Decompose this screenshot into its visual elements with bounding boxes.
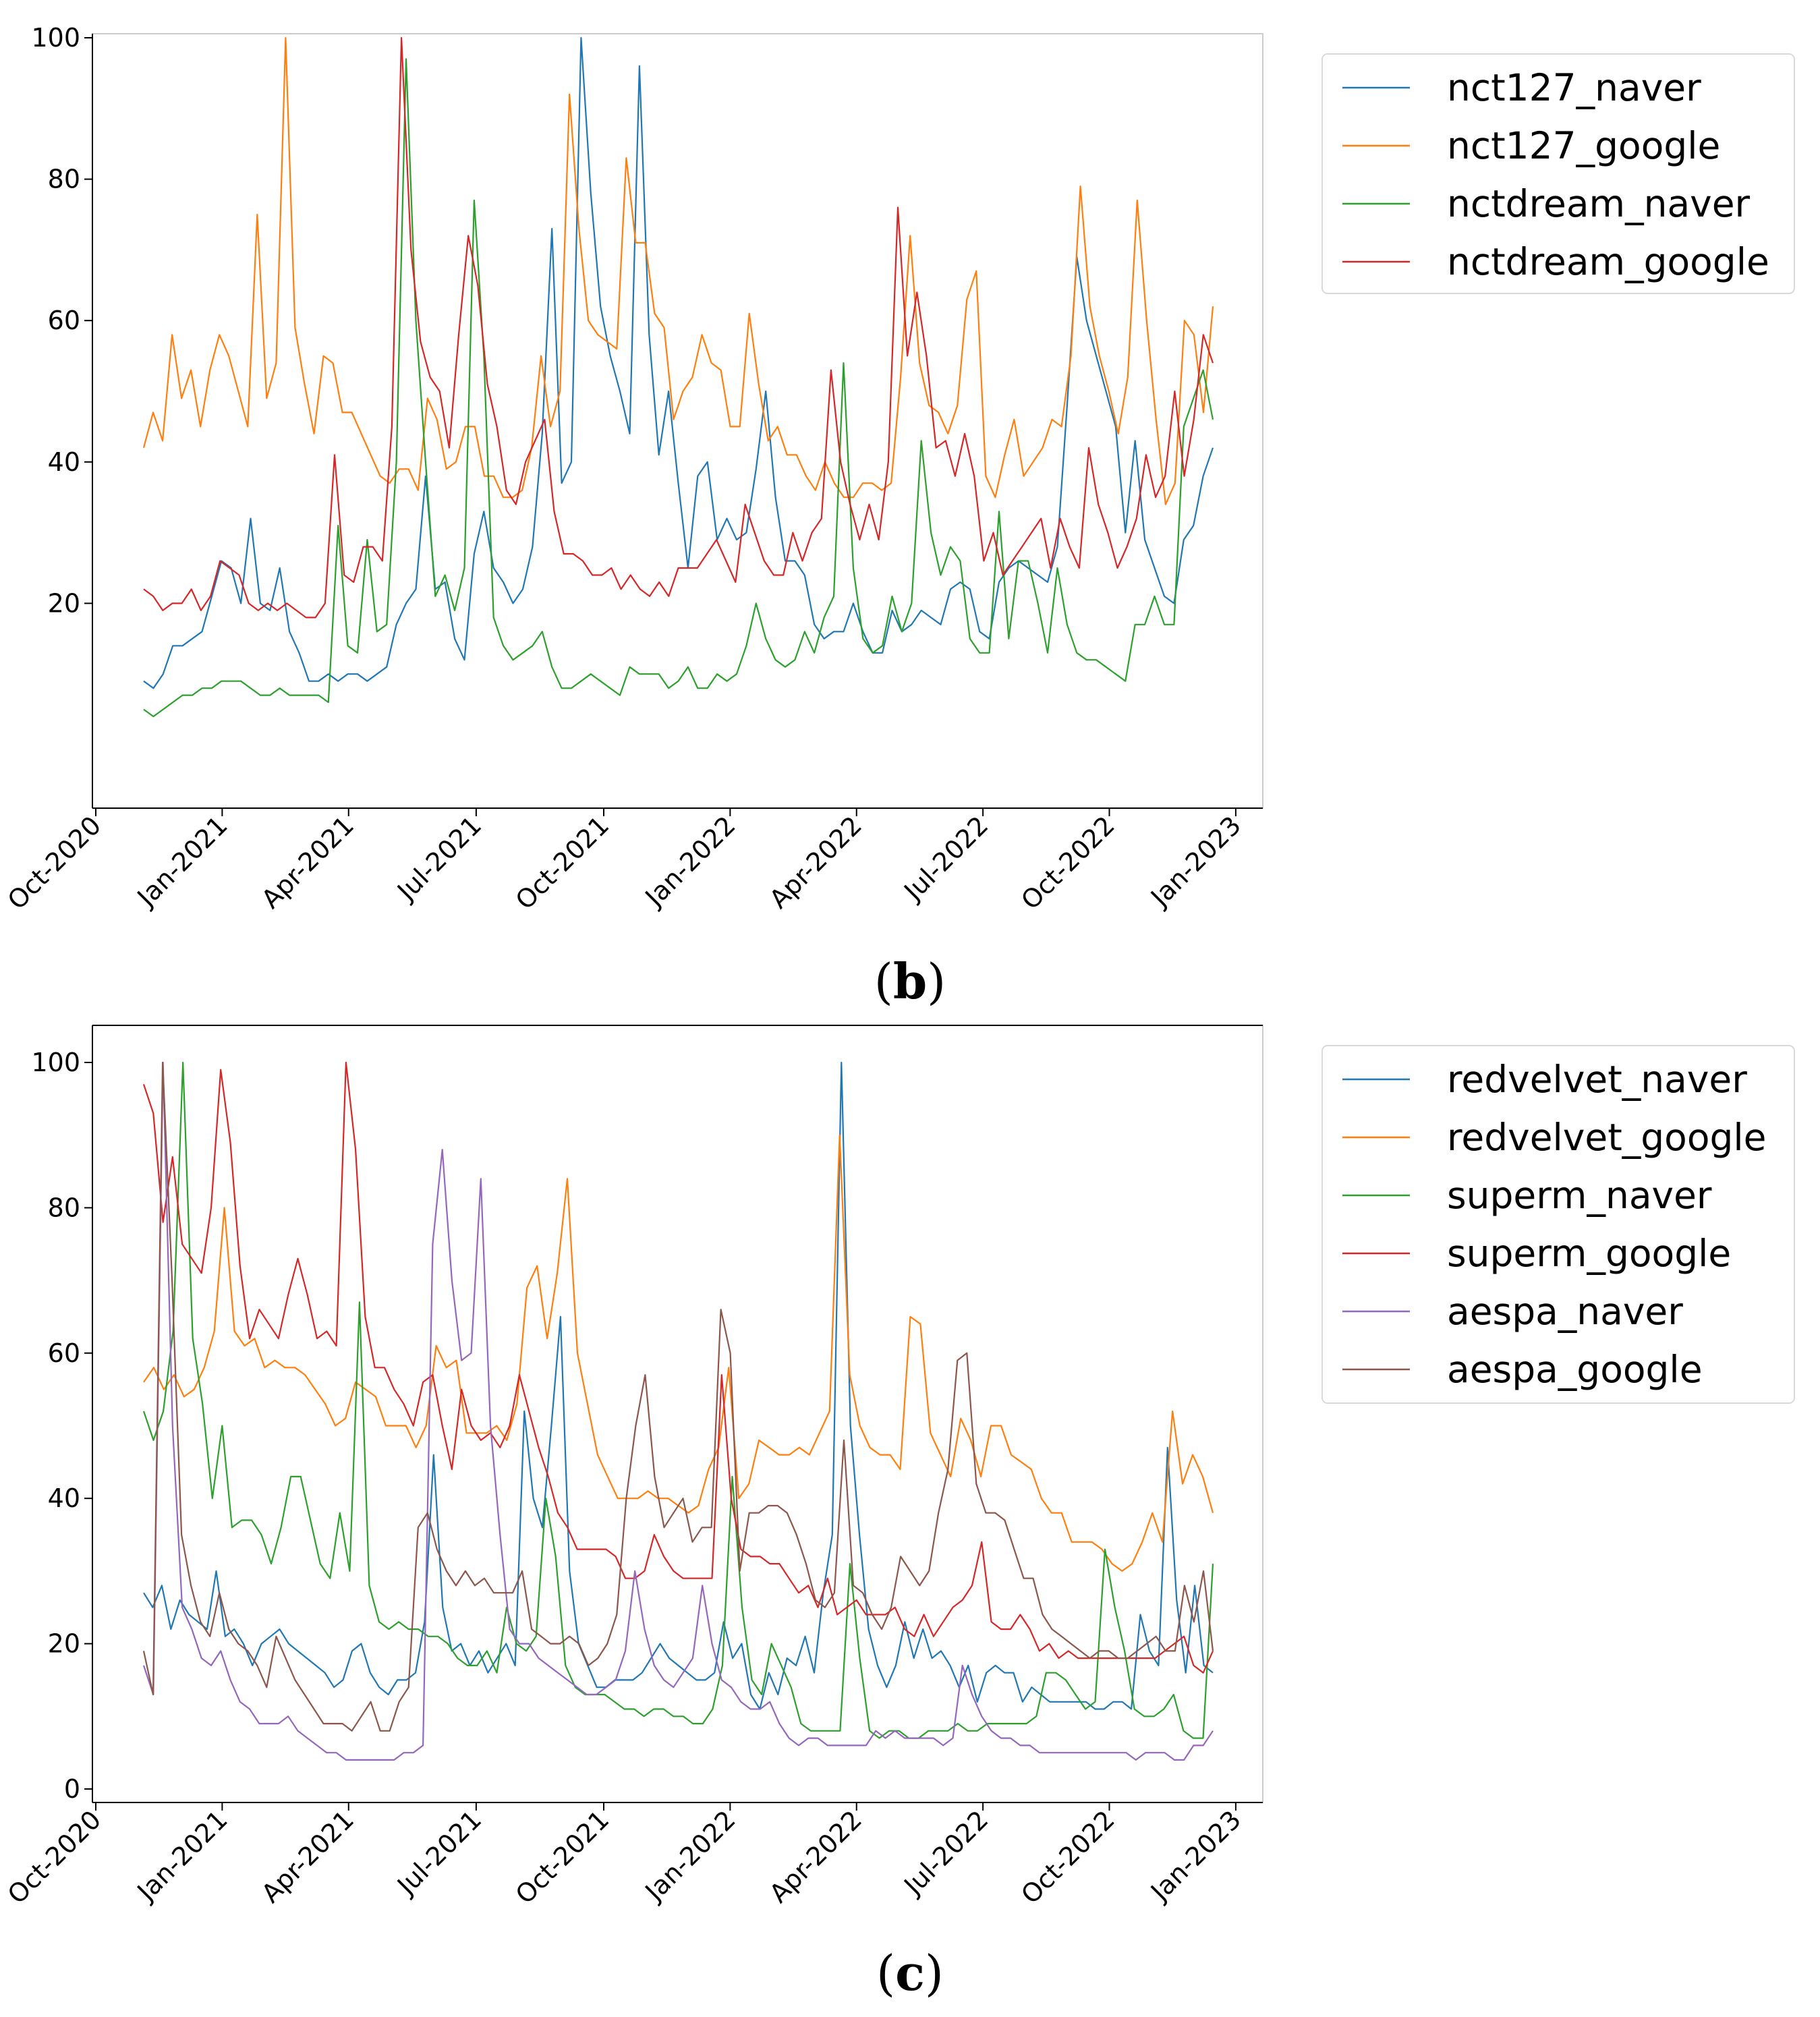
panel-c-label: (c) <box>876 1944 944 2001</box>
y-tick-label: 80 <box>48 165 80 194</box>
series-line-aespa-naver <box>142 1061 1214 1761</box>
panel-b-legend: nct127_naver nct127_google nctdream_navern… <box>1321 53 1795 294</box>
y-tick-label: 100 <box>31 23 80 53</box>
legend-label: aespa_naver <box>1447 1290 1683 1333</box>
legend-label: nctdream_google <box>1447 240 1769 283</box>
panel-b-series <box>142 36 1214 718</box>
series-line-superm-naver <box>142 1061 1214 1739</box>
y-tick-label: 60 <box>48 1338 80 1368</box>
panel-b-y-ticks: 20 40 60 80 100 <box>31 23 92 618</box>
y-tick-label: 40 <box>48 1483 80 1513</box>
series-line-nctdream-naver <box>143 58 1214 718</box>
y-tick-label: 0 <box>64 1774 80 1804</box>
series-line-nctdream-google <box>143 36 1214 619</box>
series-line-superm-google <box>142 1061 1214 1674</box>
legend-label: redvelvet_naver <box>1447 1058 1747 1101</box>
legend-label: nctdream_naver <box>1447 182 1751 225</box>
legend-label: superm_google <box>1447 1232 1731 1275</box>
legend-label: aespa_google <box>1447 1348 1703 1391</box>
legend-label: redvelvet_google <box>1447 1116 1767 1159</box>
series-line-nct127-naver <box>143 36 1214 689</box>
y-tick-label: 80 <box>48 1193 80 1222</box>
series-line-aespa-google <box>142 1061 1214 1732</box>
legend-box <box>1321 53 1795 294</box>
panel-c-legend: redvelvet_naver redvelvet_google superm_na… <box>1321 1045 1795 1404</box>
panel-c-y-ticks: 0 20 40 60 80 100 <box>31 1048 92 1804</box>
y-tick-label: 60 <box>48 306 80 335</box>
y-tick-label: 20 <box>48 1629 80 1659</box>
legend-label: superm_naver <box>1447 1174 1712 1217</box>
y-tick-label: 100 <box>31 1048 80 1077</box>
series-line-redvelvet-naver <box>143 1061 1214 1710</box>
series-line-nct127-google <box>142 36 1214 505</box>
y-tick-label: 40 <box>48 447 80 477</box>
panel-c-series <box>142 1061 1214 1761</box>
legend-label: nct127_google <box>1447 124 1720 167</box>
legend-box <box>1321 1045 1795 1404</box>
panel-b-label: (b) <box>874 953 946 1010</box>
legend-label: nct127_naver <box>1447 66 1701 109</box>
y-tick-label: 20 <box>48 588 80 618</box>
